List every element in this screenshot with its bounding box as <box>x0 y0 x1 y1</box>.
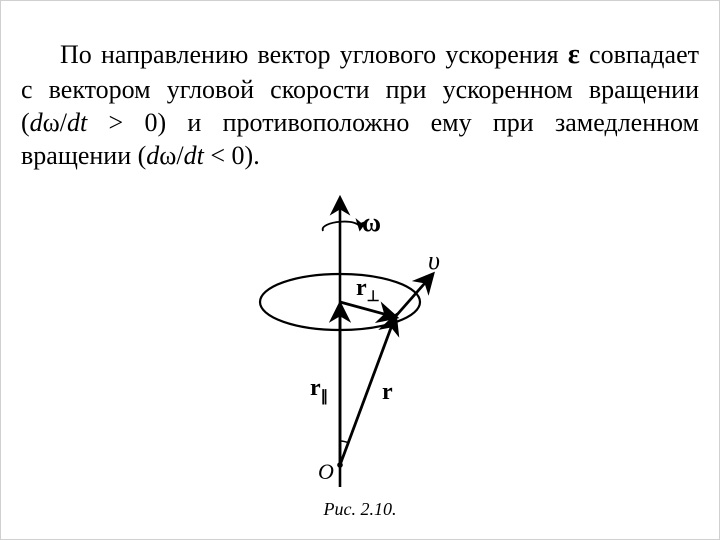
omega-1: ω <box>43 108 60 137</box>
vector-diagram: ω υ r⊥ r∥ r O <box>210 187 510 497</box>
label-r: r <box>382 379 393 405</box>
dt-1: dt <box>67 108 87 137</box>
slash-1: / <box>60 108 67 137</box>
label-origin: O <box>318 459 334 484</box>
epsilon-symbol: ε <box>568 39 580 70</box>
d-1: d <box>30 108 43 137</box>
omega-2: ω <box>159 141 176 170</box>
label-r-perp: r⊥ <box>356 275 380 305</box>
dt-2: dt <box>184 141 204 170</box>
text-seg-1: По направлению вектор углового ускорения <box>60 40 568 69</box>
page-frame: По направлению вектор углового ускорения… <box>0 0 720 540</box>
vector-v <box>395 275 432 317</box>
text-seg-gt: > 0) и противоположно ему при замедленно… <box>21 108 699 170</box>
label-r-par: r∥ <box>310 375 328 405</box>
diagram-container: ω υ r⊥ r∥ r O Рис. 2.10. <box>21 187 699 520</box>
text-seg-lt: < 0). <box>204 141 260 170</box>
label-v: υ <box>428 246 440 275</box>
origin-point <box>337 462 343 468</box>
slash-2: / <box>176 141 183 170</box>
label-omega: ω <box>362 208 381 237</box>
rotation-curl <box>323 221 360 230</box>
main-paragraph: По направлению вектор углового ускорения… <box>21 37 699 173</box>
figure-caption: Рис. 2.10. <box>324 499 397 520</box>
d-2: d <box>146 141 159 170</box>
